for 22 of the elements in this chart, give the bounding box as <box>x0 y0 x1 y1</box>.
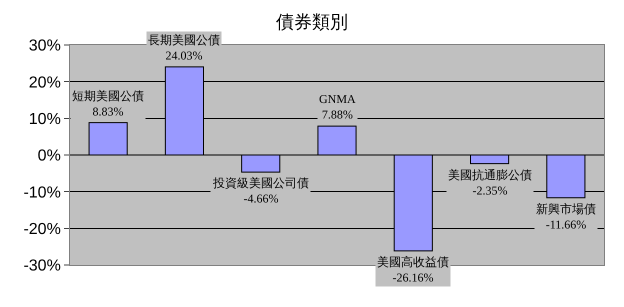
data-label: -26.16% <box>392 270 434 285</box>
x-tick-label: GNMA <box>319 92 356 106</box>
data-label: -2.35% <box>472 184 508 198</box>
y-tick-label: 20% <box>28 74 61 92</box>
data-label: 8.83% <box>92 104 124 119</box>
x-tick-label: 短期美國公債 <box>72 89 144 103</box>
data-label: -11.66% <box>546 218 586 232</box>
y-tick-label: 30% <box>28 38 61 55</box>
x-tick-label: 投資級美國公司債 <box>212 176 309 190</box>
y-tick-label: -30% <box>23 258 61 275</box>
x-tick-label: 新興市場債 <box>536 202 596 216</box>
data-label: 7.88% <box>322 108 353 122</box>
y-tick-label: -10% <box>23 184 61 202</box>
x-tick-label: 美國抗通膨公債 <box>448 168 532 182</box>
y-tick-label: 0% <box>38 148 61 165</box>
x-tick-label: 美國高收益債 <box>377 255 449 269</box>
data-label: 24.03% <box>166 48 202 63</box>
data-label: -4.66% <box>244 192 278 206</box>
x-tick-label: 長期美國公債 <box>148 33 220 47</box>
y-tick-label: -20% <box>23 220 61 238</box>
y-tick-label: 10% <box>28 110 61 128</box>
chart-title: 債券類別 <box>276 12 348 32</box>
